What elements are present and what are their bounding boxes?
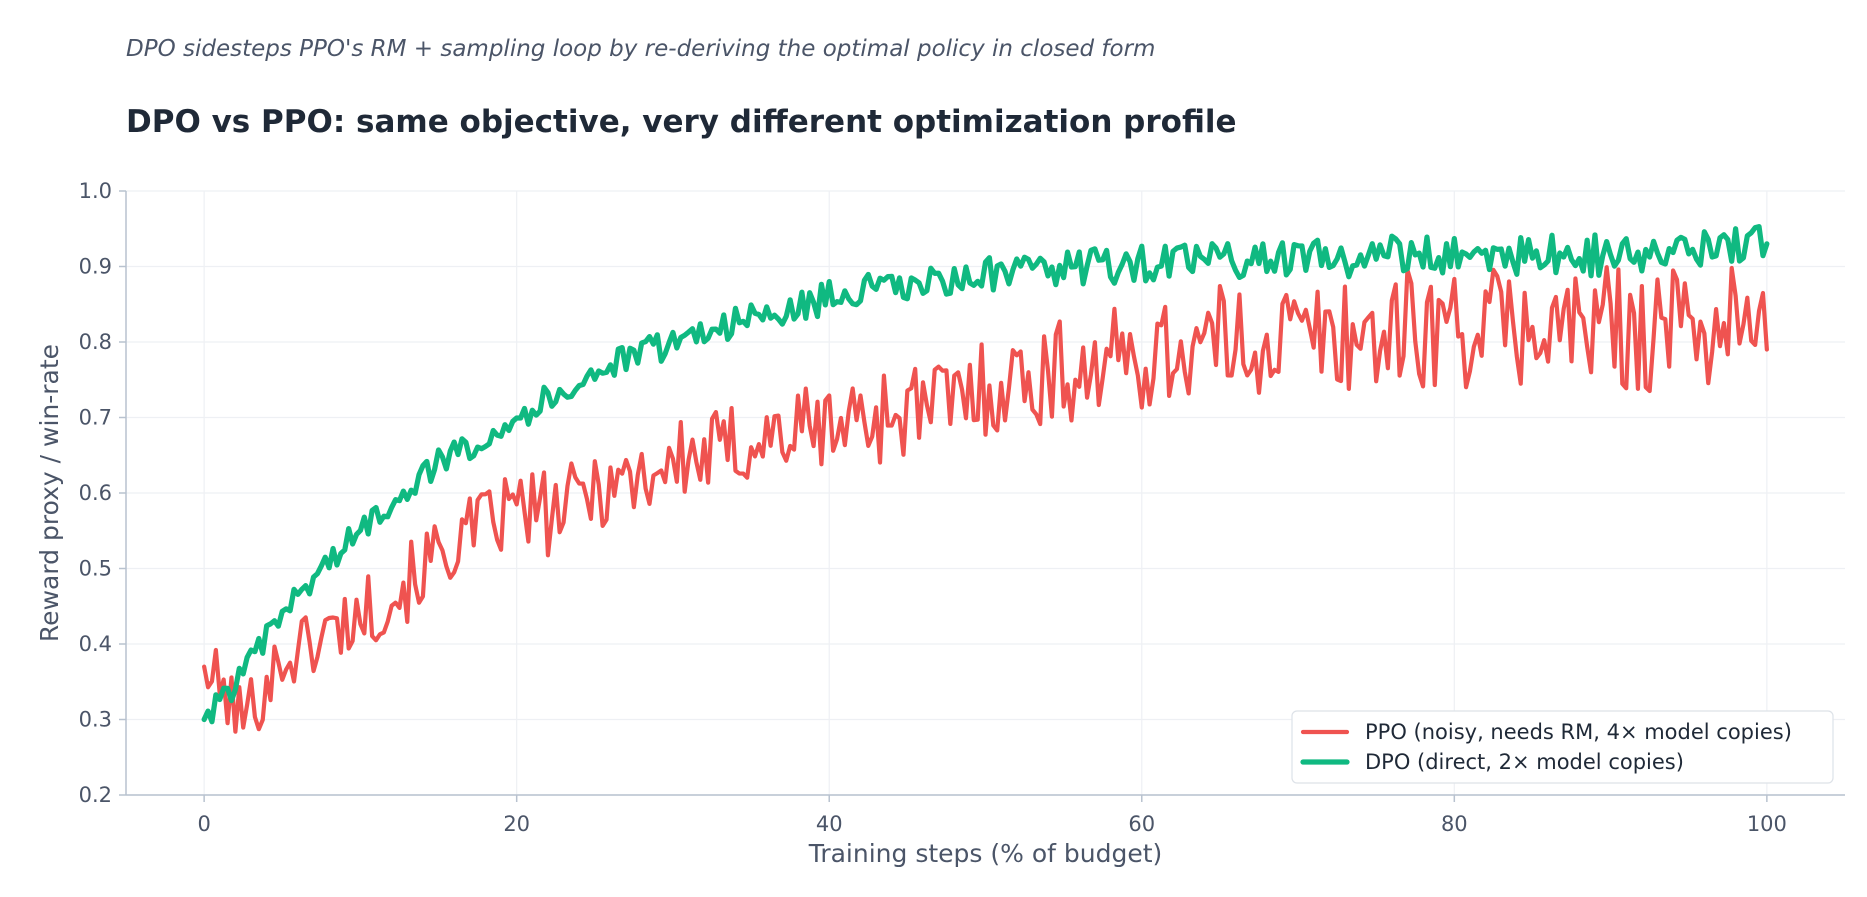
series-layer: [201, 224, 1770, 734]
legend-box: [1291, 710, 1834, 784]
x-tick-label: 0: [197, 812, 210, 836]
ticks-layer: 0.2 0.3 0.4 0.5 0.6 0.7 0.8 0.9 1.0 0 20 40 60 80 100: [79, 179, 1787, 836]
legend-entry-dpo: DPO (direct, 2× model copies): [1365, 750, 1684, 774]
series-line-dpo: [201, 224, 1770, 725]
series-line-ppo: [202, 265, 1769, 734]
y-tick-label: 0.5: [79, 557, 112, 581]
x-tick-label: 20: [503, 812, 530, 836]
x-tick-label: 60: [1128, 812, 1155, 836]
legend-entry-ppo: PPO (noisy, needs RM, 4× model copies): [1365, 720, 1792, 744]
chart-subtitle: DPO sidesteps PPO's RM + sampling loop b…: [126, 36, 1156, 62]
y-tick-label: 0.7: [79, 406, 112, 430]
y-tick-label: 0.3: [79, 708, 112, 732]
chart-title: DPO vs PPO: same objective, very differe…: [126, 104, 1237, 140]
x-tick-label: 100: [1747, 812, 1787, 836]
x-tick-label: 40: [816, 812, 843, 836]
y-axis-label: Reward proxy / win-rate: [35, 344, 64, 642]
y-tick-label: 0.4: [79, 632, 112, 656]
y-tick-label: 0.9: [79, 255, 112, 279]
axis-labels-layer: Training steps (% of budget) Reward proxy…: [35, 344, 1162, 868]
x-tick-label: 80: [1441, 812, 1468, 836]
grid-layer: [126, 190, 1845, 796]
y-tick-label: 1.0: [79, 179, 112, 203]
y-tick-label: 0.2: [79, 783, 112, 807]
x-axis-label: Training steps (% of budget): [808, 839, 1163, 868]
legend: PPO (noisy, needs RM, 4× model copies) DP…: [1291, 710, 1834, 784]
y-tick-label: 0.8: [79, 330, 112, 354]
y-tick-label: 0.6: [79, 481, 112, 505]
